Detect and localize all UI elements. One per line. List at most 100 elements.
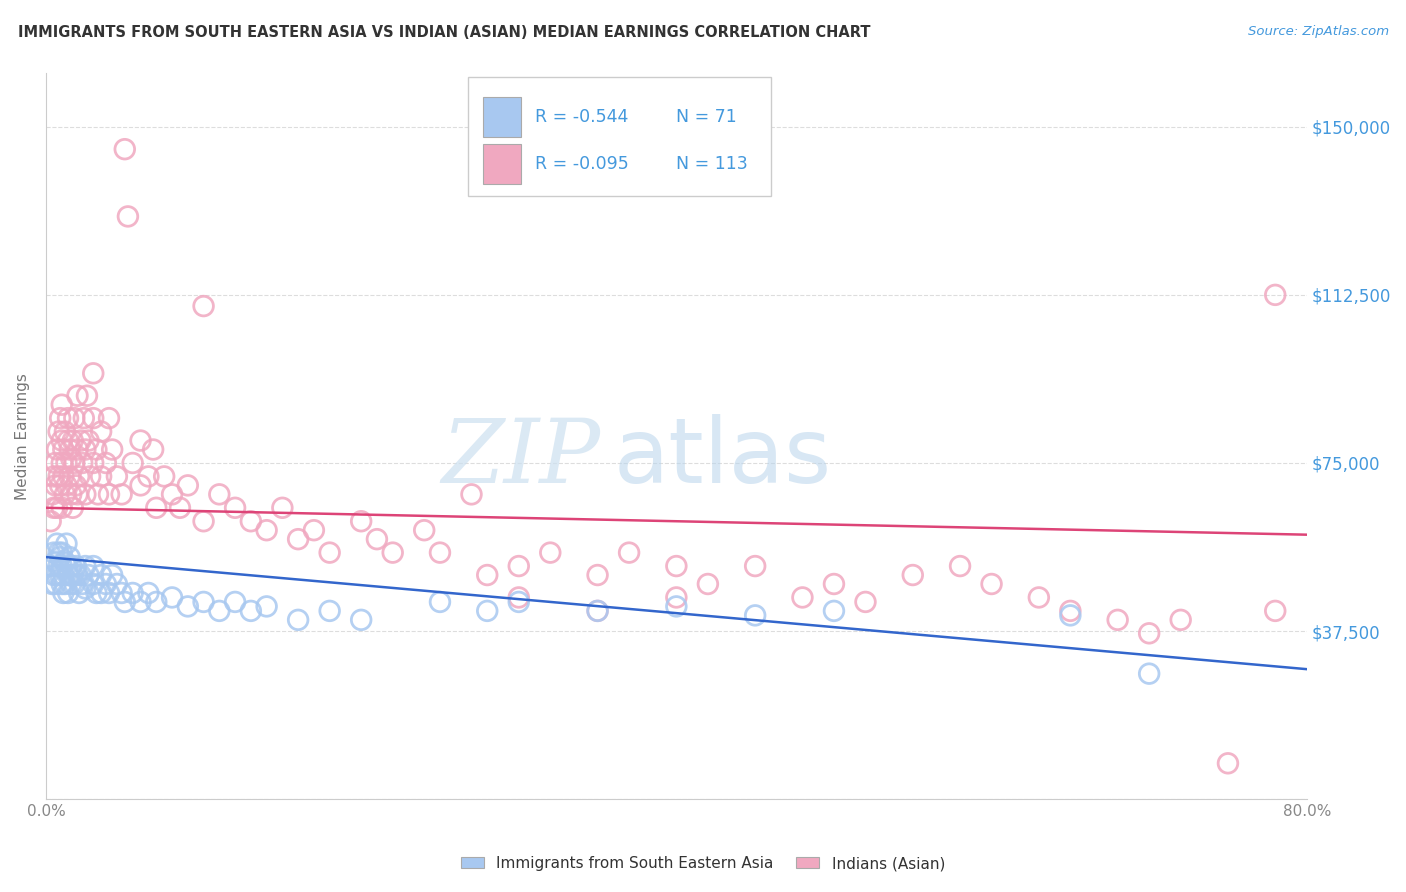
Point — [52, 442, 75, 457]
Point — [1059, 608, 1081, 623]
Point — [82, 367, 104, 381]
Point — [53, 487, 76, 501]
Point — [318, 604, 340, 618]
Point — [145, 500, 167, 515]
Point — [665, 591, 688, 605]
FancyBboxPatch shape — [484, 96, 522, 136]
Point — [63, 411, 86, 425]
Point — [105, 577, 128, 591]
Point — [111, 487, 134, 501]
Point — [696, 577, 718, 591]
Point — [105, 469, 128, 483]
Point — [586, 604, 609, 618]
Point — [49, 550, 72, 565]
Point — [46, 500, 69, 515]
Point — [46, 568, 69, 582]
Point — [1216, 756, 1239, 771]
Point — [1059, 604, 1081, 618]
Point — [65, 559, 87, 574]
Point — [60, 487, 83, 501]
Point — [67, 586, 90, 600]
Point — [823, 604, 845, 618]
Point — [949, 559, 972, 574]
Point — [129, 434, 152, 448]
Point — [477, 568, 499, 582]
Point — [51, 577, 73, 591]
Point — [60, 451, 83, 466]
Point — [60, 559, 83, 574]
Point — [70, 577, 93, 591]
Point — [49, 568, 72, 582]
Point — [117, 210, 139, 224]
Point — [90, 586, 112, 600]
Text: N = 71: N = 71 — [676, 108, 737, 126]
Point — [77, 434, 100, 448]
Text: IMMIGRANTS FROM SOUTH EASTERN ASIA VS INDIAN (ASIAN) MEDIAN EARNINGS CORRELATION: IMMIGRANTS FROM SOUTH EASTERN ASIA VS IN… — [18, 25, 870, 40]
Point — [48, 469, 70, 483]
Point — [42, 500, 65, 515]
Point — [82, 411, 104, 425]
Point — [208, 487, 231, 501]
Text: atlas: atlas — [613, 414, 831, 502]
Point — [63, 577, 86, 591]
Point — [53, 577, 76, 591]
Point — [508, 559, 530, 574]
Point — [75, 582, 97, 596]
Point — [366, 532, 388, 546]
Point — [193, 299, 215, 313]
Point — [77, 568, 100, 582]
Point — [59, 550, 82, 565]
Point — [76, 389, 98, 403]
Point — [350, 514, 373, 528]
Point — [129, 595, 152, 609]
Point — [48, 425, 70, 439]
Point — [56, 568, 79, 582]
Point — [855, 595, 877, 609]
Point — [67, 469, 90, 483]
Point — [460, 487, 482, 501]
Point — [82, 559, 104, 574]
Point — [51, 546, 73, 560]
Point — [65, 478, 87, 492]
Point — [792, 591, 814, 605]
Text: R = -0.544: R = -0.544 — [536, 108, 628, 126]
Point — [70, 456, 93, 470]
Point — [256, 523, 278, 537]
Point — [271, 500, 294, 515]
Point — [55, 478, 77, 492]
Point — [302, 523, 325, 537]
Point — [53, 555, 76, 569]
Point — [744, 559, 766, 574]
Point — [208, 604, 231, 618]
Point — [477, 604, 499, 618]
Point — [98, 586, 121, 600]
Point — [55, 536, 77, 550]
Point — [46, 536, 69, 550]
Point — [82, 577, 104, 591]
Point — [51, 434, 73, 448]
Point — [1028, 591, 1050, 605]
Point — [239, 604, 262, 618]
Point — [101, 442, 124, 457]
Point — [46, 442, 69, 457]
Point — [114, 595, 136, 609]
Point — [287, 532, 309, 546]
Point — [94, 456, 117, 470]
Point — [980, 577, 1002, 591]
Point — [508, 591, 530, 605]
Point — [69, 568, 91, 582]
Point — [52, 568, 75, 582]
Point — [177, 478, 200, 492]
Point — [48, 559, 70, 574]
Point — [429, 546, 451, 560]
Point — [53, 425, 76, 439]
Point — [62, 434, 84, 448]
Point — [56, 434, 79, 448]
Text: ZIP: ZIP — [441, 415, 600, 501]
Point — [617, 546, 640, 560]
Point — [98, 487, 121, 501]
Point — [90, 425, 112, 439]
Point — [665, 559, 688, 574]
Point — [51, 398, 73, 412]
Point — [508, 595, 530, 609]
